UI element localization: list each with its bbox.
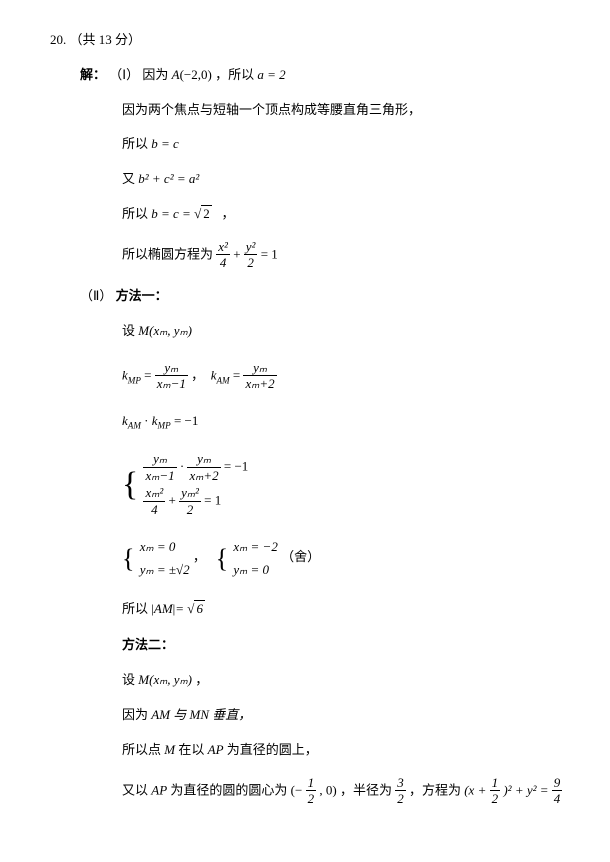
frac-3-2: 32 <box>395 775 406 808</box>
eq: = <box>233 368 244 383</box>
text: 所以 <box>122 206 148 221</box>
text: ，方程为 <box>409 782 461 797</box>
eq-bc-sqrt: b = c = <box>151 206 194 221</box>
brace-icon: { <box>122 546 134 572</box>
frac-9-4: 94 <box>552 775 563 808</box>
text: 又 <box>122 171 135 186</box>
method-1-label: 方法一： <box>116 288 168 303</box>
text: 所以 <box>122 136 148 151</box>
comma: ， <box>221 206 234 221</box>
M: M <box>164 742 175 757</box>
dot: · <box>144 413 148 428</box>
eq-1: = 1 <box>261 247 278 262</box>
solution-2: xₘ = −2 yₘ = 0 <box>233 536 277 580</box>
M-args: (xₘ, yₘ) <box>149 672 192 687</box>
sys-frac: yₘxₘ+2 <box>187 451 220 484</box>
text: 所以椭圆方程为 <box>122 247 213 262</box>
sys-frac: yₘxₘ−1 <box>143 451 176 484</box>
text: 设 <box>122 672 135 687</box>
part-1-label: （Ⅰ） <box>109 67 139 82</box>
eq-perp: AM 与 MN 垂直， <box>151 707 251 722</box>
paren: , 0) <box>319 782 336 797</box>
eq-circle: )² + y² = <box>503 782 548 797</box>
frac-half: 12 <box>490 775 501 808</box>
text: ，半径为 <box>340 782 392 797</box>
sub-am: AM <box>128 421 141 431</box>
text: 又以 <box>122 782 148 797</box>
eq-AM: |AM|= 6 <box>151 601 205 616</box>
eq: = <box>144 368 155 383</box>
eq-circle: (x + <box>464 782 486 797</box>
solution-label: 解： <box>80 67 106 82</box>
method-2-label: 方法二： <box>122 635 590 656</box>
discard-note: （舍） <box>281 550 320 565</box>
problem-points: （共 13 分） <box>70 32 142 47</box>
point-A: A <box>172 67 180 82</box>
text: 为直径的圆上， <box>227 742 318 757</box>
solution-1: xₘ = 0 yₘ = ±√2 <box>140 536 190 580</box>
sys-frac: yₘ²2 <box>179 485 201 518</box>
sqrt-2: 2 <box>194 204 212 225</box>
plus: + <box>233 247 244 262</box>
text: 因为 <box>122 707 148 722</box>
eq-bc: b = c <box>151 136 179 151</box>
text: 所以点 <box>122 742 161 757</box>
text: 设 <box>122 323 135 338</box>
part-2-label: （Ⅱ） <box>80 288 112 303</box>
k-am-frac: yₘxₘ+2 <box>243 360 276 393</box>
paren: (− <box>291 782 303 797</box>
frac-x2-4: x²4 <box>216 239 230 272</box>
comma: ， <box>191 368 207 383</box>
point-M: M <box>138 672 149 687</box>
text: 所以 <box>122 601 148 616</box>
text: ，所以 <box>215 67 254 82</box>
comma: ， <box>193 550 206 565</box>
eq-b2c2: b² + c² = a² <box>138 171 199 186</box>
frac-y2-2: y²2 <box>244 239 258 272</box>
AP: AP <box>151 782 167 797</box>
comma: ， <box>195 672 208 687</box>
text: 为直径的圆的圆心为 <box>170 782 287 797</box>
text: 因为 <box>142 67 168 82</box>
sub-mp: MP <box>158 421 171 431</box>
AP: AP <box>208 742 224 757</box>
frac-half: 12 <box>306 775 317 808</box>
point-M: M <box>138 323 149 338</box>
eq-neg1: = −1 <box>174 413 198 428</box>
brace-icon: { <box>216 546 228 572</box>
A-value: (−2,0) <box>180 67 212 82</box>
k-am-sub: AM <box>216 375 229 385</box>
text: 在以 <box>178 742 204 757</box>
system-1: yₘxₘ−1 · yₘxₘ+2 = −1 xₘ²4 + yₘ²2 = 1 <box>143 451 248 518</box>
eq-a: a = 2 <box>257 67 285 82</box>
sys-frac: xₘ²4 <box>143 485 165 518</box>
problem-number: 20. <box>50 32 66 47</box>
M-args: (xₘ, yₘ) <box>149 323 192 338</box>
k-mp-sub: MP <box>128 375 141 385</box>
k-mp-frac: yₘxₘ−1 <box>155 360 188 393</box>
brace-icon: { <box>122 468 138 502</box>
text-line: 因为两个焦点与短轴一个顶点构成等腰直角三角形， <box>122 100 590 121</box>
